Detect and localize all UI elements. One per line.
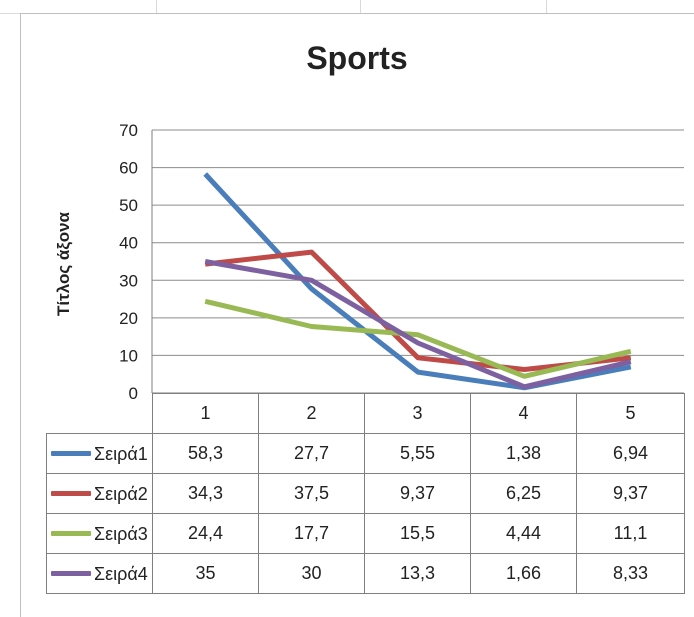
chart-title: Sports [306,40,408,76]
category-label: 5 [576,393,685,434]
table-row: Σειρά1 58,3 27,7 5,55 1,38 6,94 [46,433,685,474]
series-lines [203,172,632,391]
legend-label: Σειρά4 [94,563,148,584]
y-tick-label: 10 [119,346,138,365]
legend-key [51,491,91,497]
data-value-cell: 30 [258,553,365,594]
data-value-cell: 1,66 [470,553,577,594]
series-line-4 [204,259,632,390]
data-value-cell: 17,7 [258,513,365,554]
y-tick-label: 30 [119,271,138,290]
data-value-cell: 9,37 [576,473,685,514]
data-value-cell: 58,3 [152,433,259,474]
data-value-cell: 15,5 [364,513,471,554]
legend-entry: Σειρά4 [46,553,153,594]
legend-label: Σειρά2 [94,483,148,504]
data-value-cell: 34,3 [152,473,259,514]
series-line-3 [204,298,632,379]
data-value-cell: 27,7 [258,433,365,474]
y-tick-label: 70 [119,121,138,140]
category-label: 4 [470,393,577,434]
table-row: Σειρά3 24,4 17,7 15,5 4,44 11,1 [46,513,685,554]
data-value-cell: 11,1 [576,513,685,554]
legend-key [51,531,91,537]
legend-entry: Σειρά2 [46,473,153,514]
data-value-cell: 35 [152,553,259,594]
legend-key [51,451,91,457]
y-tick-label: 40 [119,234,138,253]
data-value-cell: 37,5 [258,473,365,514]
legend-entry: Σειρά3 [46,513,153,554]
legend-label: Σειρά3 [94,523,148,544]
data-value-cell: 6,25 [470,473,577,514]
legend-entry: Σειρά1 [46,433,153,474]
series-line-2 [204,249,632,372]
legend-key [51,571,91,577]
category-label: 2 [258,393,365,434]
table-corner [46,393,153,434]
category-label: 3 [364,393,471,434]
category-label: 1 [152,393,259,434]
data-value-cell: 8,33 [576,553,685,594]
y-tick-label: 20 [119,309,138,328]
data-value-cell: 9,37 [364,473,471,514]
gridlines [151,129,684,394]
data-value-cell: 5,55 [364,433,471,474]
legend-label: Σειρά1 [94,443,148,464]
data-value-cell: 6,94 [576,433,685,474]
data-value-cell: 13,3 [364,553,471,594]
data-value-cell: 1,38 [470,433,577,474]
data-table: 1 2 3 4 5 Σειρά1 58,3 27,7 5,55 1,38 6,94 Σειρά2 34,… [46,393,685,594]
data-value-cell: 4,44 [470,513,577,554]
y-tick-label: 60 [119,159,138,178]
y-tick-label: 50 [119,196,138,215]
table-row: Σειρά4 35 30 13,3 1,66 8,33 [46,553,685,594]
table-row: Σειρά2 34,3 37,5 9,37 6,25 9,37 [46,473,685,514]
data-value-cell: 24,4 [152,513,259,554]
